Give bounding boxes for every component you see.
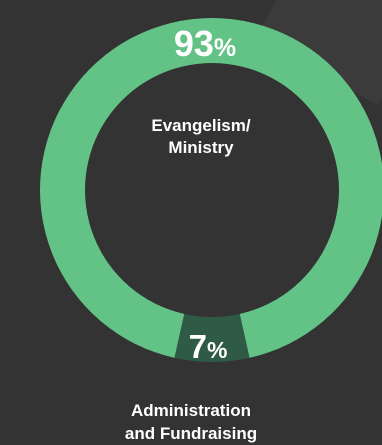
minor-category-label-line-1: Administration	[131, 401, 251, 420]
center-label-line-2: Ministry	[168, 138, 234, 157]
center-label-line-1: Evangelism/	[151, 116, 250, 135]
minor-category-label: Administration and Fundraising	[0, 399, 382, 445]
minor-percent-label: 7%	[189, 328, 228, 365]
major-percent-value: 93	[174, 23, 214, 64]
minor-percent-sign: %	[207, 337, 227, 363]
minor-percent-value: 7	[189, 328, 207, 365]
slice-evangelism-ministry	[40, 18, 382, 358]
slice-administration-fundraising	[174, 313, 250, 362]
major-percent-sign: %	[214, 34, 236, 62]
major-percent-label: 93%	[174, 23, 236, 64]
minor-category-label-line-2: and Fundraising	[124, 424, 258, 443]
